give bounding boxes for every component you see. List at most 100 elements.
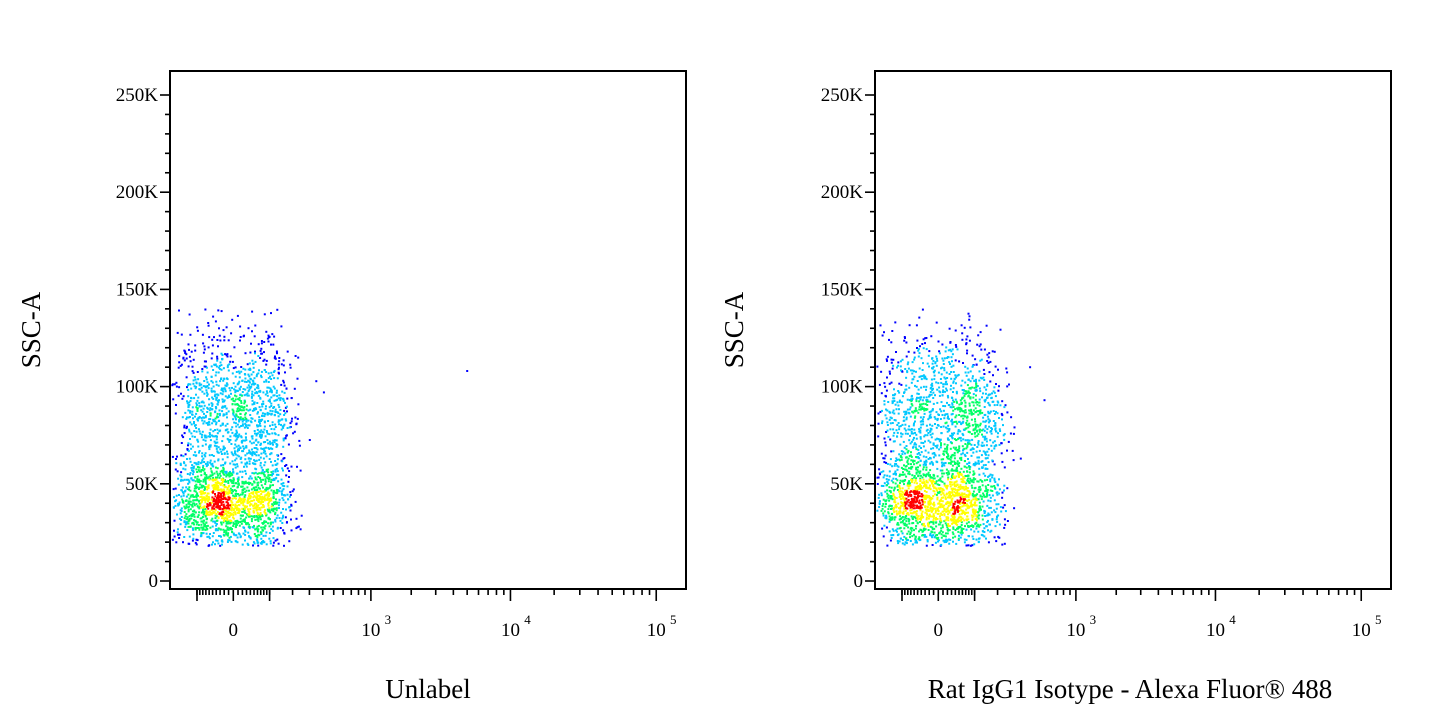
- scatter-point: [891, 400, 894, 403]
- scatter-point: [963, 447, 966, 450]
- scatter-point: [996, 412, 999, 415]
- scatter-point: [968, 404, 971, 407]
- scatter-point: [211, 338, 214, 341]
- scatter-point: [991, 392, 993, 395]
- scatter-point: [249, 495, 252, 497]
- scatter-point: [253, 447, 256, 449]
- scatter-point: [182, 500, 184, 503]
- scatter-point: [214, 517, 217, 520]
- scatter-point: [235, 425, 238, 428]
- scatter-point: [234, 391, 237, 394]
- scatter-point: [180, 442, 183, 444]
- scatter-point: [232, 490, 234, 493]
- scatter-point: [931, 528, 934, 531]
- scatter-point: [253, 402, 255, 405]
- scatter-point: [964, 409, 967, 412]
- scatter-point: [930, 335, 933, 338]
- scatter-point: [205, 526, 208, 529]
- scatter-point: [228, 536, 231, 539]
- scatter-point: [904, 465, 907, 468]
- scatter-point: [195, 385, 198, 388]
- scatter-point: [239, 393, 242, 396]
- scatter-point: [1002, 506, 1005, 509]
- scatter-point: [296, 526, 299, 529]
- scatter-point: [176, 513, 178, 516]
- scatter-point: [220, 453, 223, 455]
- scatter-point: [283, 391, 286, 394]
- scatter-point: [217, 384, 220, 387]
- scatter-point: [912, 438, 915, 441]
- scatter-point: [253, 542, 256, 545]
- scatter-point: [965, 482, 968, 485]
- scatter-point: [234, 520, 237, 523]
- scatter-point: [896, 424, 899, 426]
- scatter-point: [180, 519, 183, 521]
- scatter-point: [932, 359, 935, 362]
- scatter-point: [262, 540, 265, 542]
- scatter-point: [991, 518, 994, 521]
- scatter-point: [923, 535, 926, 538]
- scatter-point: [949, 462, 952, 465]
- scatter-point: [197, 445, 200, 448]
- scatter-point: [211, 491, 214, 494]
- scatter-point: [268, 507, 271, 510]
- scatter-point: [269, 540, 272, 543]
- scatter-point: [961, 531, 964, 534]
- scatter-point: [175, 385, 178, 388]
- scatter-point: [910, 430, 913, 433]
- scatter-point: [918, 530, 920, 533]
- scatter-point: [965, 416, 968, 419]
- scatter-point: [960, 529, 963, 532]
- scatter-point: [967, 480, 970, 483]
- scatter-point: [269, 390, 271, 393]
- scatter-point: [962, 449, 964, 452]
- scatter-point: [950, 420, 953, 423]
- scatter-point: [916, 347, 918, 349]
- scatter-point: [932, 370, 935, 373]
- scatter-point: [178, 355, 181, 358]
- scatter-point: [888, 499, 891, 502]
- scatter-point: [217, 496, 220, 499]
- scatter-point: [896, 464, 899, 467]
- scatter-point: [206, 528, 209, 531]
- scatter-point: [186, 425, 188, 428]
- scatter-point: [238, 372, 241, 375]
- scatter-point: [988, 474, 991, 477]
- scatter-point: [949, 458, 952, 461]
- scatter-point: [970, 525, 972, 527]
- scatter-point: [994, 481, 997, 483]
- scatter-point: [986, 353, 989, 356]
- scatter-point: [221, 471, 224, 474]
- scatter-point: [923, 525, 926, 528]
- scatter-point: [226, 437, 229, 440]
- scatter-point: [267, 399, 270, 402]
- scatter-point: [289, 363, 292, 366]
- scatter-point: [910, 526, 913, 529]
- scatter-point: [966, 445, 969, 448]
- scatter-point: [204, 508, 207, 511]
- scatter-point: [936, 491, 939, 494]
- scatter-point: [922, 445, 925, 448]
- scatter-point: [972, 481, 975, 484]
- scatter-point: [1011, 449, 1014, 452]
- scatter-point: [973, 502, 976, 505]
- scatter-point: [957, 465, 960, 467]
- scatter-point: [222, 521, 225, 524]
- scatter-point: [961, 478, 964, 481]
- scatter-point: [212, 397, 215, 400]
- scatter-point: [231, 386, 233, 389]
- scatter-point: [973, 473, 976, 476]
- scatter-point: [228, 473, 231, 476]
- scatter-point: [282, 381, 285, 384]
- scatter-point: [297, 525, 300, 528]
- scatter-point: [192, 417, 194, 420]
- scatter-point: [227, 502, 230, 505]
- scatter-point: [272, 509, 275, 512]
- scatter-point: [961, 452, 964, 455]
- scatter-point: [198, 388, 201, 391]
- scatter-point: [918, 408, 921, 411]
- scatter-point: [977, 517, 980, 520]
- scatter-point: [207, 423, 209, 426]
- scatter-point: [964, 405, 967, 408]
- scatter-point: [965, 447, 968, 450]
